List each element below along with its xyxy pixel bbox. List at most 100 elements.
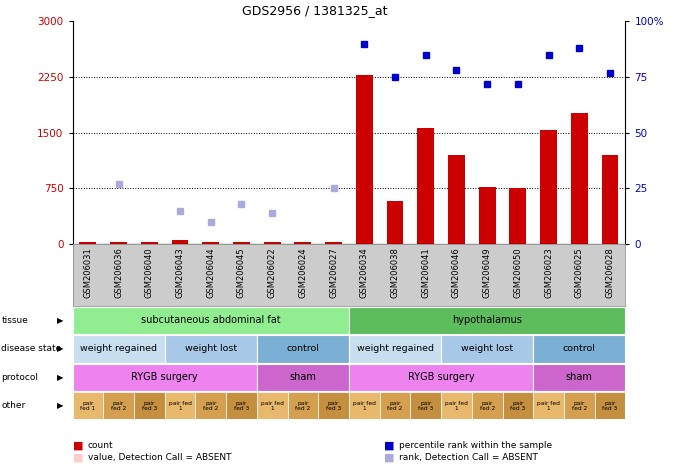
Text: GSM206023: GSM206023	[544, 247, 553, 298]
Text: subcutaneous abdominal fat: subcutaneous abdominal fat	[141, 315, 281, 326]
Bar	[325, 242, 342, 244]
Bar	[103, 392, 134, 419]
Text: pair
fed 3: pair fed 3	[142, 401, 157, 411]
Bar	[79, 242, 96, 244]
Text: GSM206050: GSM206050	[513, 247, 522, 298]
Text: tissue: tissue	[1, 316, 28, 325]
Bar	[264, 242, 281, 244]
Bar	[602, 155, 618, 244]
Text: weight regained: weight regained	[80, 345, 157, 353]
Text: GSM206043: GSM206043	[176, 247, 184, 298]
Text: weight regained: weight regained	[357, 345, 433, 353]
Text: count: count	[88, 441, 113, 450]
Text: GSM206041: GSM206041	[422, 247, 430, 298]
Text: rank, Detection Call = ABSENT: rank, Detection Call = ABSENT	[399, 453, 538, 462]
Bar	[134, 392, 164, 419]
Bar	[110, 242, 127, 244]
Bar	[349, 364, 533, 391]
Bar	[533, 392, 564, 419]
Text: ■: ■	[73, 452, 83, 463]
Bar	[386, 201, 404, 244]
Bar	[349, 307, 625, 334]
Bar	[294, 242, 312, 244]
Text: pair
fed 2: pair fed 2	[203, 401, 218, 411]
Bar	[571, 113, 588, 244]
Bar	[564, 392, 595, 419]
Text: GSM206025: GSM206025	[575, 247, 584, 298]
Bar	[595, 392, 625, 419]
Bar	[164, 335, 257, 363]
Bar	[472, 392, 502, 419]
Text: GSM206022: GSM206022	[267, 247, 276, 298]
Bar	[257, 364, 349, 391]
Text: ■: ■	[73, 440, 83, 451]
Bar	[202, 242, 219, 244]
Bar	[410, 392, 441, 419]
Bar	[287, 392, 319, 419]
Bar	[73, 392, 103, 419]
Text: ■: ■	[384, 452, 394, 463]
Text: GSM206024: GSM206024	[299, 247, 307, 298]
Bar	[171, 240, 189, 244]
Text: pair
fed 2: pair fed 2	[571, 401, 587, 411]
Text: pair
fed 2: pair fed 2	[295, 401, 310, 411]
Text: GSM206031: GSM206031	[84, 247, 93, 298]
Bar	[226, 392, 257, 419]
Text: pair
fed 1: pair fed 1	[80, 401, 95, 411]
Bar	[441, 392, 472, 419]
Text: RYGB surgery: RYGB surgery	[408, 372, 475, 383]
Text: other: other	[1, 401, 26, 410]
Text: value, Detection Call = ABSENT: value, Detection Call = ABSENT	[88, 453, 231, 462]
Text: protocol: protocol	[1, 373, 39, 382]
Text: pair
fed 2: pair fed 2	[480, 401, 495, 411]
Bar	[448, 155, 465, 244]
Bar	[349, 335, 441, 363]
Bar	[257, 335, 349, 363]
Bar	[73, 364, 257, 391]
Text: GSM206027: GSM206027	[329, 247, 338, 298]
Bar	[533, 364, 625, 391]
Text: ▶: ▶	[57, 373, 64, 382]
Text: pair fed
1: pair fed 1	[261, 401, 283, 411]
Text: ■: ■	[384, 440, 394, 451]
Text: GSM206034: GSM206034	[360, 247, 369, 298]
Text: GSM206040: GSM206040	[145, 247, 154, 298]
Text: GSM206049: GSM206049	[482, 247, 492, 298]
Text: ▶: ▶	[57, 316, 64, 325]
Text: GSM206036: GSM206036	[114, 247, 123, 298]
Bar	[257, 392, 287, 419]
Bar	[509, 188, 527, 244]
Bar	[73, 307, 349, 334]
Bar	[319, 392, 349, 419]
Text: pair
fed 3: pair fed 3	[603, 401, 618, 411]
Text: control: control	[287, 345, 319, 353]
Text: pair
fed 2: pair fed 2	[388, 401, 403, 411]
Bar	[441, 335, 533, 363]
Text: ▶: ▶	[57, 345, 64, 353]
Text: weight lost: weight lost	[461, 345, 513, 353]
Bar	[164, 392, 196, 419]
Text: pair
fed 3: pair fed 3	[418, 401, 433, 411]
Text: pair
fed 2: pair fed 2	[111, 401, 126, 411]
Bar	[379, 392, 410, 419]
Bar	[349, 392, 379, 419]
Text: pair fed
1: pair fed 1	[169, 401, 191, 411]
Text: weight lost: weight lost	[184, 345, 237, 353]
Text: pair fed
1: pair fed 1	[537, 401, 560, 411]
Text: GSM206044: GSM206044	[206, 247, 216, 298]
Bar	[417, 128, 434, 244]
Text: pair fed
1: pair fed 1	[445, 401, 468, 411]
Bar	[356, 75, 372, 244]
Text: disease state: disease state	[1, 345, 61, 353]
Text: GSM206046: GSM206046	[452, 247, 461, 298]
Bar	[233, 242, 250, 244]
Bar	[502, 392, 533, 419]
Text: ▶: ▶	[57, 401, 64, 410]
Bar	[540, 130, 557, 244]
Text: pair fed
1: pair fed 1	[353, 401, 376, 411]
Bar	[479, 187, 495, 244]
Text: sham: sham	[566, 372, 593, 383]
Bar	[141, 242, 158, 244]
Text: pair
fed 3: pair fed 3	[326, 401, 341, 411]
Bar	[73, 335, 164, 363]
